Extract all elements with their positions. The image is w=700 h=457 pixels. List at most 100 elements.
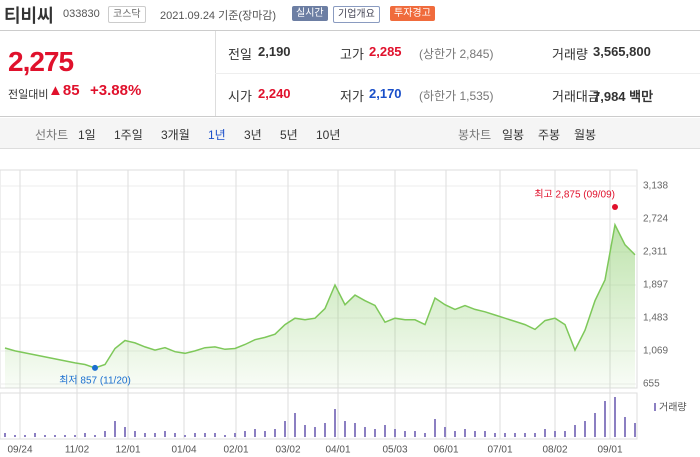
- volume-bar: [464, 429, 466, 437]
- volume-bar: [184, 435, 186, 437]
- volume-bar: [344, 421, 346, 437]
- volume-bar: [404, 431, 406, 437]
- tab-label: 선차트: [35, 128, 69, 142]
- volume-bar: [134, 431, 136, 437]
- quote-label: 저가: [340, 89, 364, 104]
- volume-bar: [254, 429, 256, 437]
- quote-box: [0, 30, 700, 117]
- volume-bar: [514, 433, 516, 437]
- volume-bar: [154, 433, 156, 437]
- tab[interactable]: 일봉: [502, 128, 525, 142]
- stock-name: 티비씨: [4, 6, 54, 26]
- tab[interactable]: 3년: [244, 128, 262, 142]
- volume-bar: [224, 435, 226, 437]
- tab-label: 봉차트: [458, 128, 492, 142]
- volume-bar: [304, 425, 306, 437]
- realtime-button[interactable]: 실시간: [292, 6, 328, 21]
- volume-bar: [314, 427, 316, 437]
- volume-frame: [0, 392, 638, 440]
- tab[interactable]: 3개월: [161, 128, 190, 142]
- tab[interactable]: 1주일: [114, 128, 143, 142]
- x-tick-label: 05/03: [382, 445, 407, 456]
- volume-bar: [434, 419, 436, 437]
- volume-bar: [354, 423, 356, 437]
- volume-bar: [554, 431, 556, 437]
- volume-bar: [494, 433, 496, 437]
- x-tick-label: 06/01: [433, 445, 458, 456]
- y-tick-label: 3,138: [643, 181, 668, 192]
- volume-legend: 거래량: [659, 402, 687, 414]
- quote-label: 거래대금: [552, 89, 600, 104]
- y-tick-label: 2,311: [643, 247, 668, 258]
- volume-bar: [324, 423, 326, 437]
- volume-legend-swatch: [654, 403, 656, 411]
- quote-note: (하한가 1,535): [419, 89, 494, 103]
- volume-bar: [84, 433, 86, 437]
- volume-bar: [74, 435, 76, 437]
- volume-bar: [204, 433, 206, 437]
- volume-bar: [374, 429, 376, 437]
- quote-value: 2,285: [369, 44, 402, 59]
- volume-bar: [624, 417, 626, 437]
- volume-bar: [54, 435, 56, 437]
- volume-bar: [334, 409, 336, 437]
- price-line: [4, 222, 636, 369]
- quote-label: 거래량: [552, 47, 588, 62]
- x-tick-label: 03/02: [275, 445, 300, 456]
- volume-bar: [144, 433, 146, 437]
- volume-bar: [634, 423, 636, 437]
- low-label: 최저 857 (11/20): [59, 375, 131, 387]
- volume-bar: [454, 431, 456, 437]
- volume-bar: [544, 429, 546, 437]
- tab[interactable]: 1일: [78, 128, 96, 142]
- market-badge: 코스닥: [108, 6, 146, 23]
- volume-bar: [174, 433, 176, 437]
- volume-bar: [604, 401, 606, 437]
- quote-value: 2,170: [369, 86, 402, 101]
- volume-bar: [284, 421, 286, 437]
- tab[interactable]: 10년: [316, 128, 341, 142]
- change-rate: +3.88%: [90, 82, 142, 99]
- price: 2,275: [8, 46, 74, 77]
- quote-value: 7,984 백만: [593, 89, 654, 104]
- x-tick-label: 04/01: [325, 445, 350, 456]
- change: ▲85: [48, 82, 80, 99]
- volume-bar: [394, 429, 396, 437]
- volume-bar: [94, 435, 96, 437]
- change-label: 전일대비: [8, 89, 49, 101]
- quote-value: 3,565,800: [593, 44, 651, 59]
- volume-bar: [274, 429, 276, 437]
- volume-bar: [614, 397, 616, 437]
- volume-bar: [104, 431, 106, 437]
- y-tick-label: 1,069: [643, 346, 668, 357]
- x-tick-label: 02/01: [223, 445, 248, 456]
- volume-bar: [194, 433, 196, 437]
- volume-bar: [484, 431, 486, 437]
- volume-bar: [564, 431, 566, 437]
- volume-bar: [44, 435, 46, 437]
- warning-badge: 투자경고: [390, 6, 435, 21]
- volume-bar: [294, 413, 296, 437]
- volume-bar: [474, 431, 476, 437]
- tab[interactable]: 5년: [280, 128, 298, 142]
- x-tick-label: 09/24: [7, 445, 32, 456]
- x-tick-label: 08/02: [542, 445, 567, 456]
- volume-bar: [34, 433, 36, 437]
- x-tick-label: 09/01: [597, 445, 622, 456]
- volume-bar: [124, 427, 126, 437]
- volume-bar: [504, 433, 506, 437]
- volume-bar: [444, 427, 446, 437]
- tab[interactable]: 1년: [208, 128, 226, 142]
- tab[interactable]: 월봉: [574, 128, 597, 142]
- x-tick-label: 11/02: [65, 445, 90, 456]
- company-button[interactable]: 기업개요: [333, 6, 380, 23]
- volume-bar: [164, 431, 166, 437]
- volume-bar: [264, 431, 266, 437]
- volume-bar: [24, 435, 26, 437]
- quote-label: 시가: [228, 89, 252, 104]
- volume-bar: [364, 427, 366, 437]
- volume-bar: [574, 425, 576, 437]
- high-label: 최고 2,875 (09/09): [534, 189, 615, 201]
- tab[interactable]: 주봉: [538, 128, 561, 142]
